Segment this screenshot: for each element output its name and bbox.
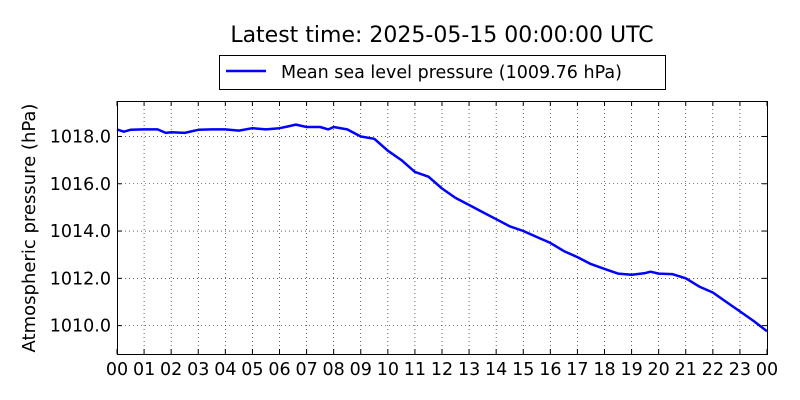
y-tick-label: 1010.0	[50, 317, 111, 337]
axis-ticks: 00 01 02 03 04 05 06 07 08 09 10 11 12 13 14 15 16 17 18 19…	[50, 101, 778, 380]
plot-frame	[117, 101, 768, 355]
x-tick-label: 01	[133, 360, 155, 380]
y-tick-label: 1012.0	[50, 269, 111, 289]
x-tick-label: 13	[458, 360, 480, 380]
x-tick-label: 07	[295, 360, 317, 380]
x-tick-label: 05	[241, 360, 263, 380]
x-tick-label: 14	[485, 360, 507, 380]
x-tick-label: 21	[675, 360, 697, 380]
x-tick-label: 00	[756, 360, 778, 380]
x-tick-label: 02	[160, 360, 182, 380]
grid	[117, 101, 767, 354]
x-tick-label: 11	[404, 360, 426, 380]
y-tick-label: 1014.0	[50, 222, 111, 242]
legend-box	[219, 55, 666, 90]
x-tick-label: 04	[214, 360, 236, 380]
x-tick-label: 10	[377, 360, 399, 380]
chart-title: Latest time: 2025-05-15 00:00:00 UTC	[230, 23, 653, 48]
y-tick-label: 1018.0	[50, 127, 111, 147]
x-tick-label: 08	[323, 360, 345, 380]
x-tick-label: 03	[187, 360, 209, 380]
series-layer	[116, 123, 768, 333]
x-tick-label: 09	[350, 360, 372, 380]
x-tick-label: 12	[431, 360, 453, 380]
x-tick-label: 19	[620, 360, 642, 380]
x-tick-label: 22	[702, 360, 724, 380]
x-tick-label: 20	[648, 360, 670, 380]
legend-entry: Mean sea level pressure (1009.76 hPa)	[281, 63, 622, 83]
y-tick-label: 1016.0	[50, 175, 111, 195]
x-tick-label: 15	[512, 360, 534, 380]
x-tick-label: 23	[729, 360, 751, 380]
y-axis-label: Atmospheric pressure (hPa)	[19, 104, 40, 353]
x-tick-label: 16	[539, 360, 561, 380]
x-tick-label: 06	[268, 360, 290, 380]
legend: Mean sea level pressure (1009.76 hPa)	[219, 55, 666, 90]
x-tick-label: 18	[593, 360, 615, 380]
x-tick-label: 00	[106, 360, 128, 380]
x-tick-label: 17	[566, 360, 588, 380]
series-line-pressure	[116, 123, 768, 333]
